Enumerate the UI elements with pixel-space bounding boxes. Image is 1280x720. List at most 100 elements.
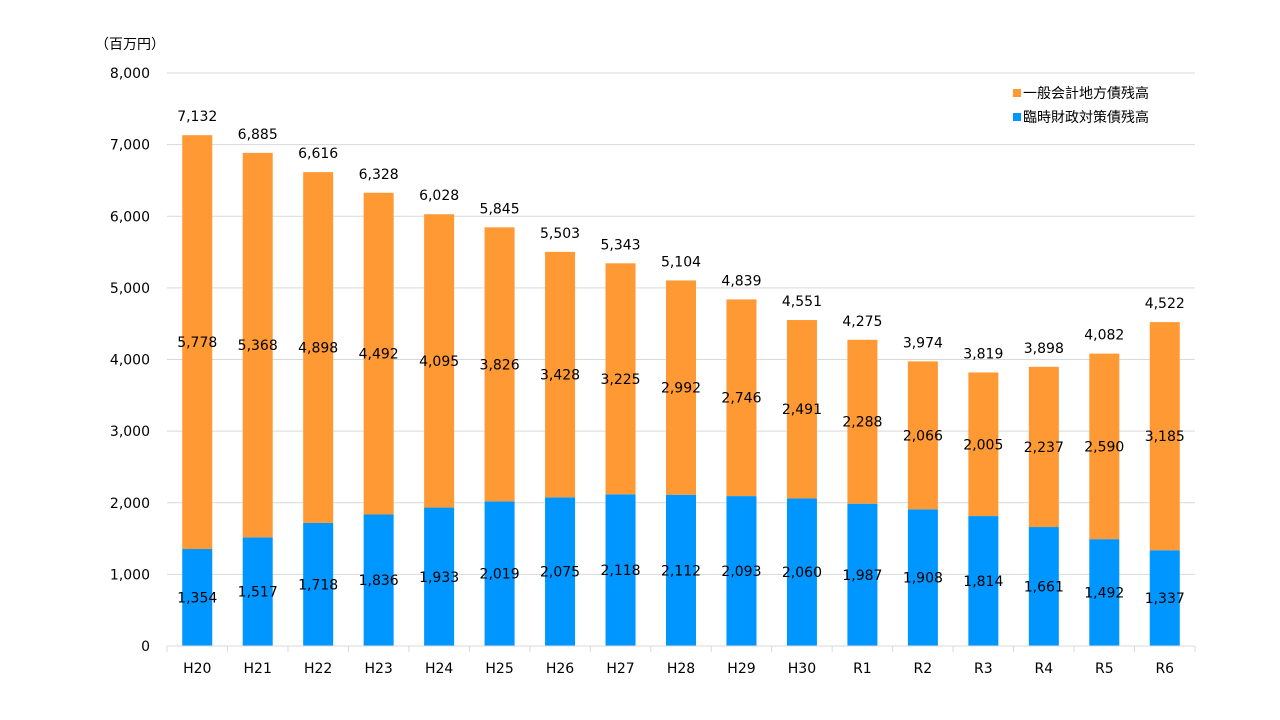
legend-label: 一般会計地方債残高 <box>1023 85 1149 102</box>
bar-segment-rinji <box>1149 550 1180 646</box>
bar-segment-rinji <box>605 494 636 646</box>
total-label: 6,616 <box>298 146 338 162</box>
bars <box>182 135 1180 646</box>
bar-segment-rinji <box>242 537 273 646</box>
y-tick-label: 6,000 <box>110 209 150 225</box>
y-tick-label: 5,000 <box>110 281 150 297</box>
data-label: 2,288 <box>842 415 882 431</box>
total-label: 6,885 <box>238 127 278 143</box>
data-label: 3,826 <box>480 357 520 373</box>
bar-segment-ippan <box>666 280 696 495</box>
bar-segment-ippan <box>242 152 273 538</box>
data-label: 1,908 <box>903 571 943 587</box>
total-label: 5,845 <box>480 201 520 217</box>
bar-segment-ippan <box>424 214 455 508</box>
bar-segment-ippan <box>484 227 515 502</box>
data-label: 5,778 <box>177 335 217 351</box>
legend-swatch <box>1013 113 1021 121</box>
data-label: 2,019 <box>480 567 520 583</box>
bar-segment-rinji <box>666 494 696 646</box>
bar-segment-rinji <box>363 514 394 646</box>
data-label: 1,661 <box>1024 580 1064 596</box>
y-tick-label: 0 <box>141 639 150 655</box>
total-label: 4,275 <box>842 314 882 330</box>
bar-segment-rinji <box>545 497 576 646</box>
data-label: 1,987 <box>842 568 882 584</box>
data-label: 4,095 <box>419 354 459 370</box>
x-tick-label: H24 <box>425 661 453 677</box>
x-tick-label: H23 <box>364 661 392 677</box>
total-label: 5,104 <box>661 254 701 270</box>
y-tick-label: 1,000 <box>110 567 150 583</box>
total-label: 3,819 <box>963 346 1003 362</box>
total-label: 4,551 <box>782 294 822 310</box>
bar-segment-ippan <box>1149 322 1180 551</box>
bar-segment-ippan <box>1028 366 1059 528</box>
data-label: 2,060 <box>782 565 822 581</box>
bar-segment-ippan <box>303 172 334 523</box>
legend-label: 臨時財政対策債残高 <box>1023 109 1149 126</box>
data-label: 2,590 <box>1084 439 1124 455</box>
x-tick-label: H28 <box>667 661 695 677</box>
x-tick-label: H26 <box>546 661 574 677</box>
data-label: 2,491 <box>782 402 822 418</box>
bar-segment-rinji <box>484 501 515 646</box>
y-tick-label: 8,000 <box>110 66 150 82</box>
x-tick-label: H22 <box>304 661 332 677</box>
total-label: 5,503 <box>540 226 580 242</box>
data-label: 1,354 <box>177 591 217 607</box>
bar-segment-ippan <box>605 263 636 495</box>
bar-segment-rinji <box>1089 539 1120 646</box>
data-label: 2,992 <box>661 381 701 397</box>
data-label: 5,368 <box>238 338 278 354</box>
bar-segment-ippan <box>363 192 394 515</box>
bar-segment-rinji <box>786 498 817 646</box>
y-tick-label: 7,000 <box>110 138 150 154</box>
x-tick-label: R5 <box>1095 661 1114 677</box>
bar-segment-ippan <box>545 251 576 498</box>
y-tick-label: 3,000 <box>110 424 150 440</box>
bar-segment-rinji <box>1028 527 1059 646</box>
data-label: 2,005 <box>963 437 1003 453</box>
total-label: 3,974 <box>903 335 943 351</box>
y-axis: 0 1,000 2,000 3,000 4,000 5,000 6,000 7,000 8,00… <box>110 66 150 655</box>
bar-segment-ippan <box>726 299 757 497</box>
data-label: 1,814 <box>963 574 1003 590</box>
legend-swatch <box>1013 89 1021 97</box>
x-tick-label: R4 <box>1035 661 1054 677</box>
data-label: 1,337 <box>1145 591 1185 607</box>
data-label: 2,093 <box>721 564 761 580</box>
bar-segment-ippan <box>907 361 938 510</box>
bar-segment-rinji <box>726 496 757 646</box>
total-label: 6,028 <box>419 188 459 204</box>
bar-segment-rinji <box>182 549 213 646</box>
bar-segment-rinji <box>907 509 938 646</box>
x-tick-label: R1 <box>853 661 872 677</box>
x-axis: H20 H21 H22 H23 H24 H25 H26 H27 H28 H29 H30 R1 R2 R3 R… <box>166 645 1196 677</box>
data-label: 2,118 <box>600 563 640 579</box>
y-axis-unit-label: （百万円） <box>95 37 165 53</box>
bar-segment-ippan <box>847 339 878 504</box>
x-tick-label: H20 <box>183 661 211 677</box>
total-label: 4,522 <box>1145 296 1185 312</box>
x-tick-label: R3 <box>974 661 993 677</box>
data-label: 1,836 <box>359 573 399 589</box>
x-tick-label: H29 <box>727 661 755 677</box>
y-tick-label: 4,000 <box>110 353 150 369</box>
data-label: 2,746 <box>721 391 761 407</box>
bar-segment-rinji <box>424 507 455 646</box>
x-tick-label: H30 <box>788 661 816 677</box>
data-label: 2,237 <box>1024 440 1064 456</box>
total-label: 4,082 <box>1084 328 1124 344</box>
bar-segment-ippan <box>182 135 213 550</box>
x-tick-label: H27 <box>606 661 634 677</box>
data-label: 3,185 <box>1145 429 1185 445</box>
total-label: 4,839 <box>721 273 761 289</box>
bar-segment-rinji <box>303 522 334 646</box>
data-label: 2,066 <box>903 428 943 444</box>
x-tick-label: H25 <box>485 661 513 677</box>
total-label: 5,343 <box>600 237 640 253</box>
data-label: 2,075 <box>540 565 580 581</box>
